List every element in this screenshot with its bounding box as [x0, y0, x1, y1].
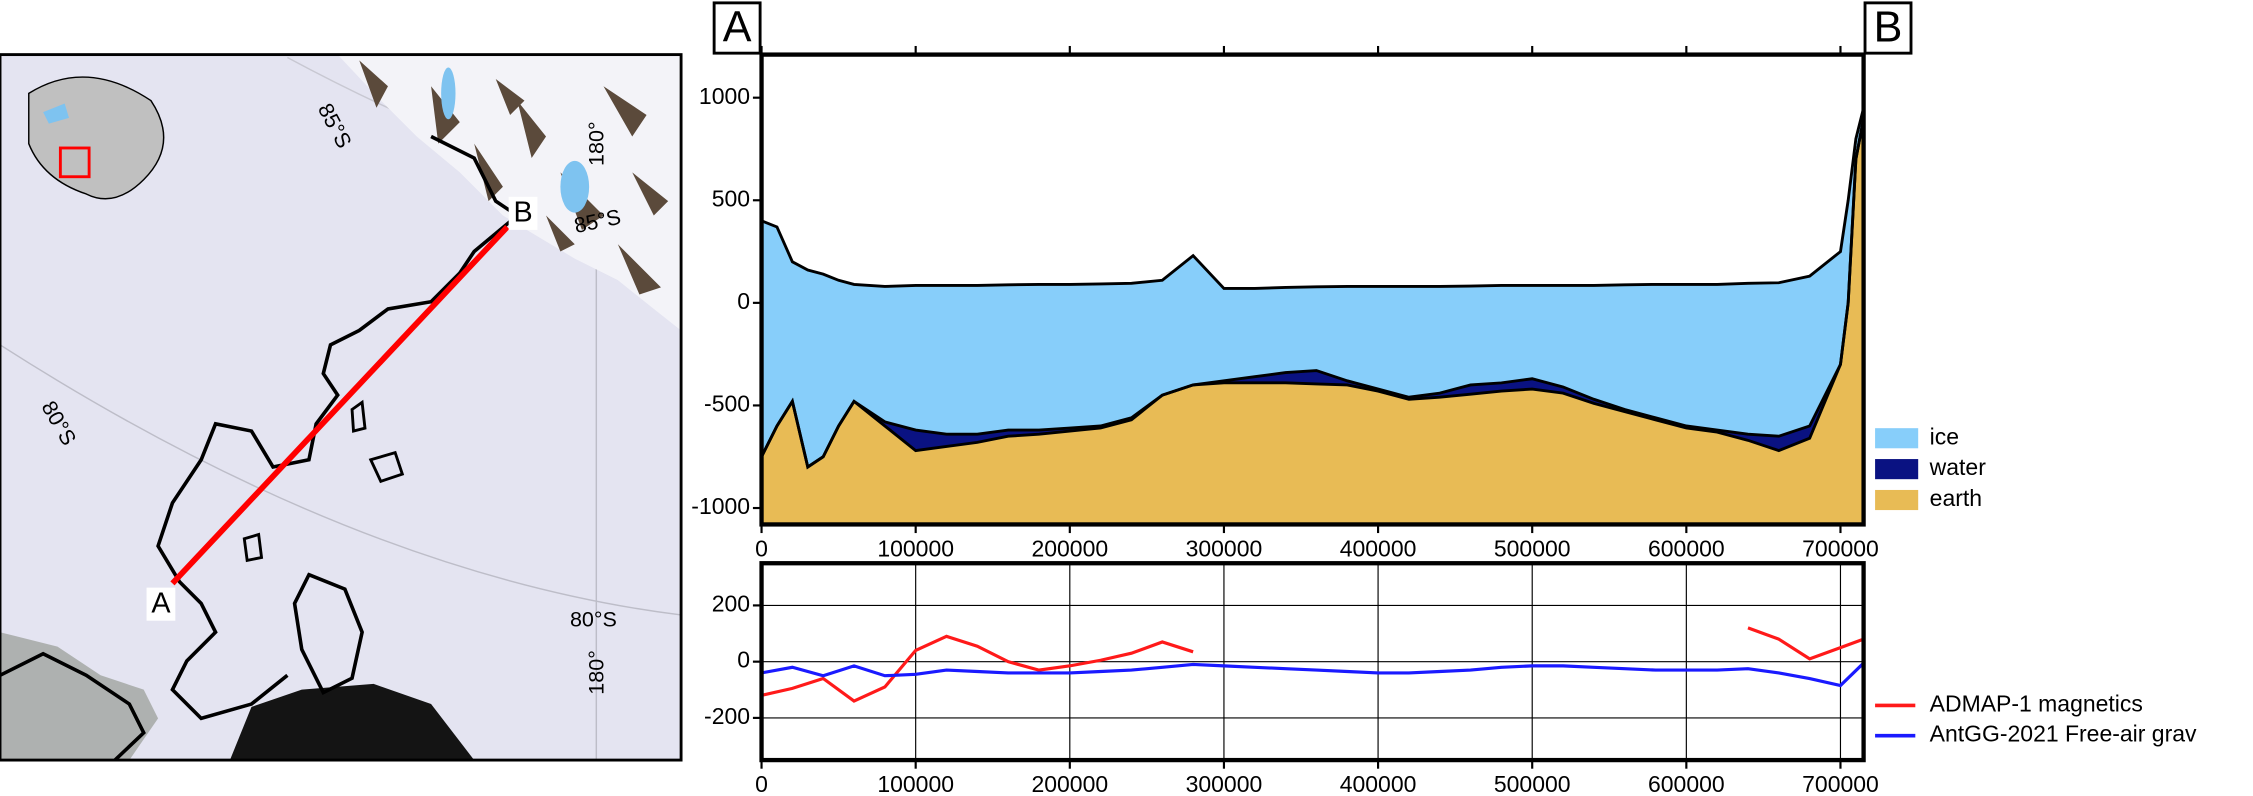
data-line — [761, 626, 1865, 703]
map: A B — [0, 53, 683, 762]
y-tick-label: 200 — [712, 590, 750, 616]
y-tick-label: 0 — [737, 647, 750, 673]
grounding-line — [156, 134, 521, 721]
x-tick-label: 100000 — [877, 535, 954, 561]
x-tick-label: 700000 — [1802, 771, 1879, 796]
legend-label: ice — [1930, 423, 1959, 449]
data-line — [761, 661, 1865, 688]
layer-outline — [760, 117, 1866, 470]
plot-frame — [759, 52, 1866, 527]
y-tick-label: 500 — [712, 185, 750, 211]
endpoint-box — [508, 196, 538, 230]
section-box — [1863, 1, 1913, 55]
legend-label: earth — [1930, 485, 1982, 511]
y-tick-label: -500 — [704, 391, 750, 417]
layer-outline — [761, 107, 1865, 290]
inset-box — [58, 146, 91, 179]
endpoint-box — [146, 587, 176, 621]
y-tick-label: 1000 — [699, 83, 750, 109]
grounding-line — [292, 572, 364, 695]
graticule-label: 80°S — [570, 606, 617, 631]
section-label: B — [1874, 4, 1903, 52]
lake — [441, 67, 456, 120]
legend-swatch — [1875, 489, 1919, 511]
endpoint-label: A — [151, 587, 171, 619]
y-tick-label: -200 — [704, 703, 750, 729]
layer-area — [761, 118, 1864, 525]
x-tick-label: 500000 — [1494, 535, 1571, 561]
legend-swatch — [1875, 459, 1919, 480]
x-tick-label: 400000 — [1340, 771, 1417, 796]
x-tick-label: 200000 — [1031, 771, 1108, 796]
dark-region — [229, 683, 475, 761]
x-tick-label: 400000 — [1340, 535, 1417, 561]
graticule-label: 180° — [583, 121, 608, 166]
ice-shelf-edge — [337, 54, 682, 331]
rock-outcrops — [359, 60, 669, 295]
x-tick-label: 200000 — [1031, 535, 1108, 561]
x-tick-label: 0 — [755, 535, 768, 561]
x-tick-label: 0 — [755, 771, 768, 796]
graticule-label: 180° — [583, 650, 608, 695]
y-tick-label: 0 — [737, 288, 750, 314]
plot-frame — [759, 561, 1866, 763]
section-box — [712, 1, 762, 55]
y-tick-label: -1000 — [691, 493, 750, 519]
legend-label: ADMAP-1 magnetics — [1930, 691, 2143, 717]
legend-label: AntGG-2021 Free-air grav — [1930, 721, 2197, 747]
x-tick-label: 700000 — [1802, 535, 1879, 561]
islands — [242, 399, 405, 563]
x-tick-label: 600000 — [1648, 771, 1725, 796]
endpoint-label: B — [513, 197, 532, 229]
grounding-line — [0, 651, 146, 761]
graticule — [0, 344, 682, 616]
layer-outline — [760, 117, 1866, 470]
legend-label: water — [1929, 454, 1987, 480]
x-tick-label: 600000 — [1648, 535, 1725, 561]
profile-line — [170, 225, 510, 586]
x-tick-label: 300000 — [1186, 535, 1263, 561]
legend-swatch — [1875, 428, 1919, 449]
section-label: A — [723, 4, 752, 52]
inset-ice-shelf — [43, 103, 69, 124]
lake — [560, 160, 590, 213]
x-tick-label: 300000 — [1186, 771, 1263, 796]
x-tick-label: 500000 — [1494, 771, 1571, 796]
coast-rock — [0, 632, 159, 761]
x-tick-label: 100000 — [877, 771, 954, 796]
map-frame — [0, 53, 683, 762]
